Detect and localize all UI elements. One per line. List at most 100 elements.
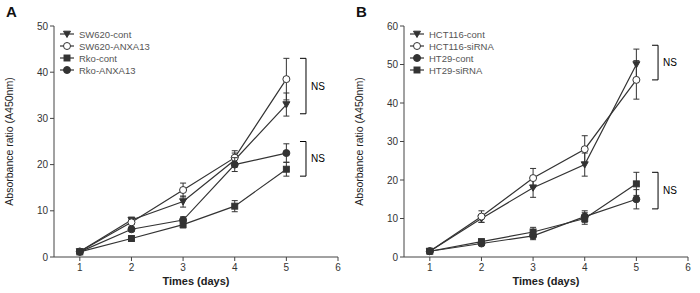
error-bar-cap [232,211,238,212]
error-bar [232,201,238,212]
y-tick [50,26,54,27]
point [180,187,187,194]
x-axis [404,257,688,258]
point [128,219,135,226]
error-bar-cap [633,49,639,50]
y-tick-label: 30 [387,136,399,147]
error-bar-cap [582,224,588,225]
point [633,196,640,203]
point [581,162,588,168]
y-tick-label: 20 [387,175,399,186]
error-bar-cap [180,196,186,197]
point [426,248,433,254]
point [582,216,588,222]
point [633,76,640,83]
y-tick [400,218,404,219]
error-bar [283,144,289,162]
error-bar-cap [283,162,289,163]
y-tick-label: 30 [37,113,49,124]
error-bar-cap [582,162,588,163]
error-bar [283,162,289,176]
x-tick-label: 4 [582,262,588,273]
point [76,249,83,255]
error-bar-cap [633,99,639,100]
point [128,236,134,242]
annotation-text: NS [663,185,677,196]
y-tick [400,141,404,142]
x-tick-label: 3 [180,262,186,273]
x-tick [79,257,80,261]
y-tick [400,64,404,65]
x-tick-label: 1 [77,262,83,273]
point [426,248,433,255]
series [426,49,640,255]
y-tick [50,210,54,211]
y-tick [400,257,404,258]
bracket-line [300,58,306,113]
x-tick [429,257,430,261]
x-tick [481,257,482,261]
error-bar [530,168,536,187]
legend-label: SW620-cont [79,29,132,40]
error-bar-cap [232,157,238,158]
series-line [80,79,287,251]
point [283,150,290,157]
error-bar-cap [180,207,186,208]
error-bar-cap [478,210,484,211]
y-tick [400,26,404,27]
error-bar-cap [633,208,639,209]
ns-bracket [300,142,306,177]
y-axis [54,26,55,257]
annotation-text: NS [663,57,677,68]
series-line [430,65,637,252]
annotation-text: NS [311,81,325,92]
bracket-line [652,45,658,80]
bracket-line [652,172,658,209]
x-tick-label: 6 [335,262,341,273]
point [478,213,485,220]
ns-bracket [652,45,658,80]
x-tick-label: 2 [479,262,485,273]
panel-title: B [356,3,367,20]
series [76,144,290,256]
panel: 1234560102030405060Times (days)Absorbanc… [353,3,691,287]
error-bar-cap [283,176,289,177]
x-axis-label: Times (days) [162,275,229,287]
error-bar [478,239,484,244]
x-tick-label: 2 [129,262,135,273]
series [427,172,640,254]
error-bar-cap [582,135,588,136]
x-tick-label: 5 [634,262,640,273]
legend-label: HCT116-siRNA [429,41,494,52]
point [77,249,83,255]
error-bar-cap [582,210,588,211]
series [77,162,290,255]
legend-label: HT29-siRNA [429,65,483,76]
y-tick [400,103,404,104]
x-tick-label: 5 [284,262,290,273]
y-tick-label: 10 [37,205,49,216]
error-bar-cap [232,200,238,201]
y-tick-label: 10 [387,213,399,224]
error-bar-cap [478,222,484,223]
point [283,166,289,172]
point [76,248,83,255]
point [76,248,83,255]
point [530,229,536,235]
x-tick [338,257,339,261]
error-bar [180,183,186,197]
error-bar-cap [530,187,536,188]
ns-bracket [652,172,658,209]
point [283,76,290,83]
y-axis-label: Absorbance ratio (A450nm) [353,77,365,205]
error-bar [582,211,588,223]
bracket-line [300,142,306,177]
x-tick-label: 1 [427,262,433,273]
error-bar-cap [530,236,536,237]
legend-label: HT29-cont [429,53,474,64]
point [633,181,639,187]
legend-label: Rko-ANXA13 [79,65,136,76]
point [478,239,484,245]
point [426,248,433,255]
series-line [430,184,637,251]
